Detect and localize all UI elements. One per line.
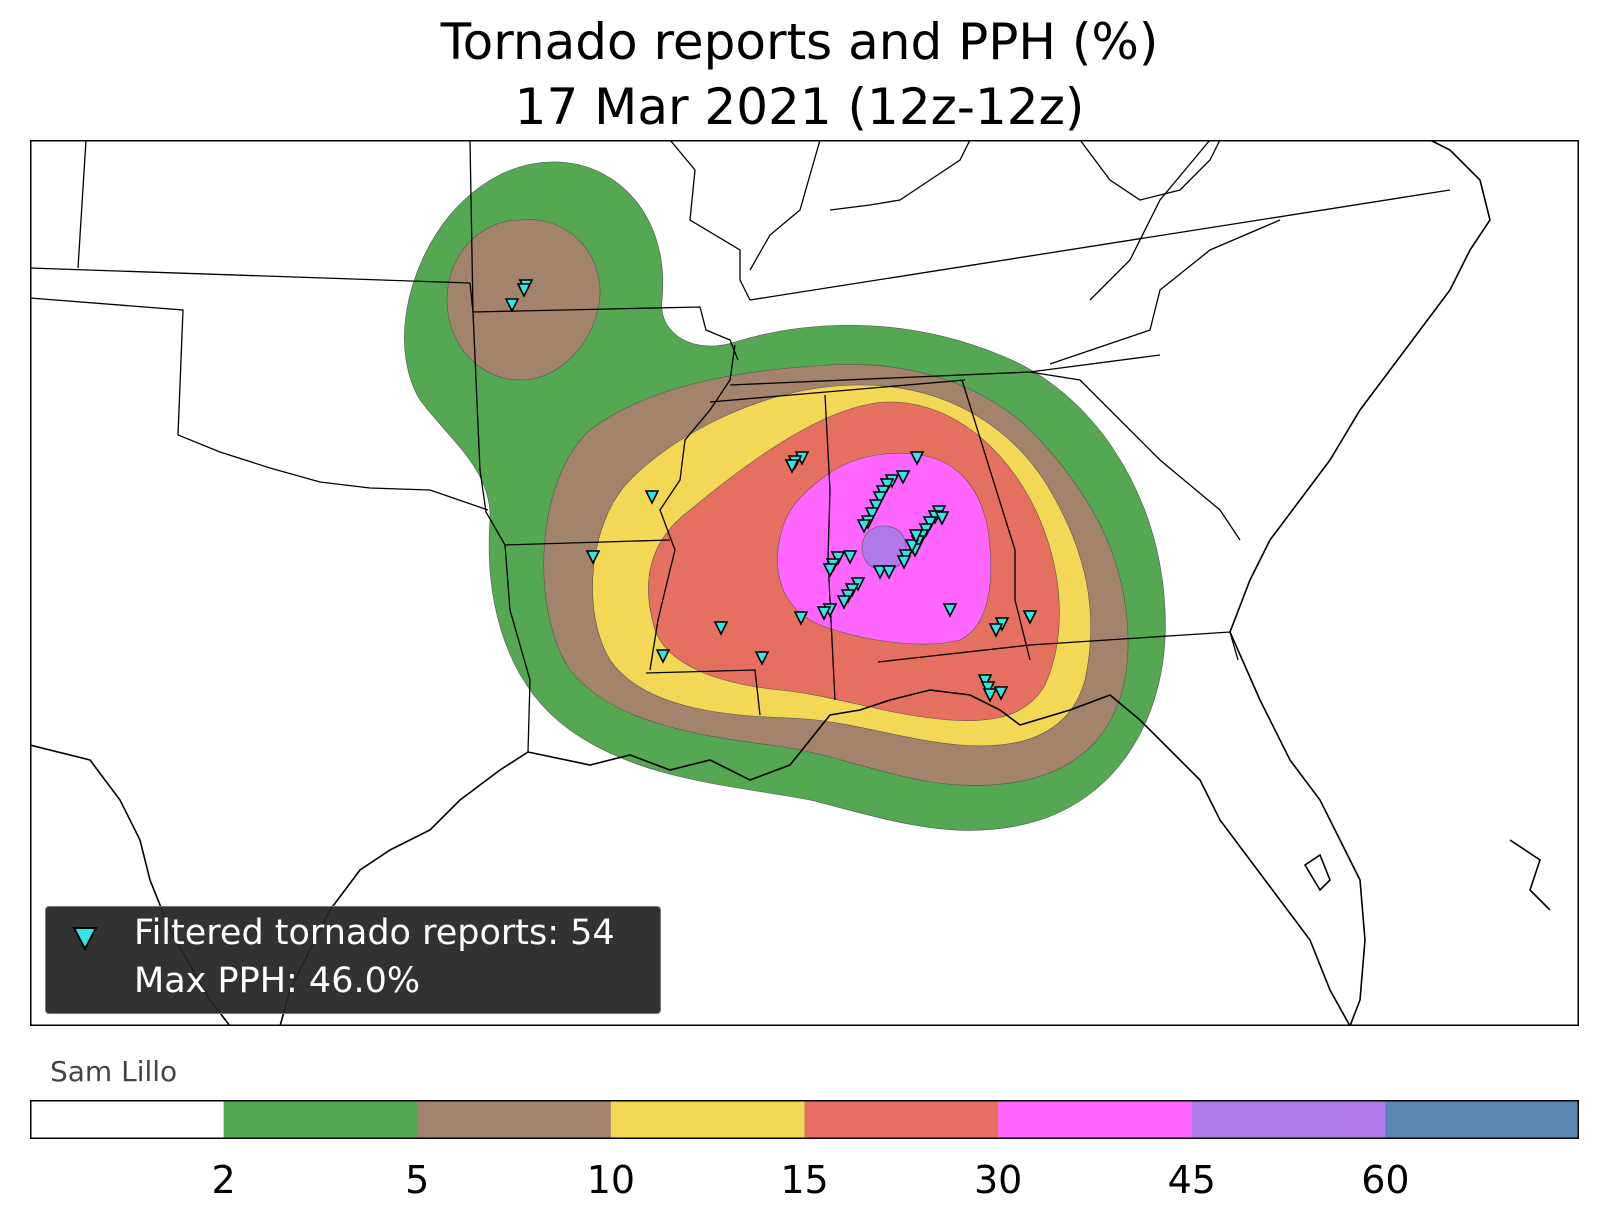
pph-contours — [404, 161, 1166, 831]
kansas-missouri — [77, 140, 87, 269]
colorbar-tick-label: 60 — [1361, 1158, 1410, 1202]
missouri-east-border — [469, 140, 474, 313]
contour-45-percent — [861, 525, 907, 571]
tornado-report-marker — [879, 478, 895, 493]
indiana-kentucky — [749, 140, 821, 271]
colorbar-tick-label: 30 — [973, 1158, 1023, 1202]
tornado-report-marker — [895, 470, 911, 485]
florida-coast — [1229, 631, 1366, 1026]
georgia-south-carolina — [1029, 371, 1241, 541]
oklahoma-east-border — [469, 282, 506, 546]
colorbar-tick-label: 15 — [780, 1158, 829, 1202]
chart-title: Tornado reports and PPH (%) — [440, 13, 1159, 71]
state-boundaries — [30, 140, 1451, 753]
tornado-report-marker — [830, 551, 846, 566]
colorbar-segment — [610, 1100, 805, 1139]
atlantic-coast — [1229, 140, 1491, 633]
colorbar-tick-label: 2 — [211, 1158, 236, 1202]
kansas-oklahoma-border — [30, 267, 471, 284]
tornado-report-marker — [942, 603, 958, 618]
tornado-report-marker — [504, 298, 520, 313]
tornado-report-marker — [516, 283, 532, 298]
tornado-marker-icon — [72, 927, 98, 951]
colorbar-segment — [998, 1100, 1193, 1139]
tornado-report-marker — [655, 649, 671, 664]
mississippi-river — [649, 344, 736, 671]
tornado-report-marker — [822, 563, 838, 578]
tornado-report-markers — [504, 279, 1038, 703]
colorbar-segment — [1385, 1100, 1579, 1139]
tornado-report-marker — [909, 451, 925, 466]
tornado-report-marker — [585, 550, 601, 565]
tornado-report-marker — [922, 516, 938, 531]
oklahoma-panhandle-border — [30, 297, 489, 511]
tornado-report-marker — [977, 674, 993, 689]
tornado-report-marker — [896, 555, 912, 570]
tornado-report-marker — [881, 565, 897, 580]
tornado-report-marker — [793, 611, 809, 626]
virginia-border — [1089, 140, 1211, 301]
tornado-report-marker — [993, 686, 1009, 701]
tornado-report-marker — [872, 565, 888, 580]
tornado-report-marker — [904, 539, 920, 554]
tornado-report-marker — [908, 529, 924, 544]
illinois-border — [669, 140, 751, 301]
colorbar-tick-label: 10 — [586, 1158, 636, 1202]
arkansas-louisiana-border — [504, 539, 671, 546]
legend-report-count: Filtered tornado reports: 54 — [134, 913, 615, 953]
louisiana-coast — [527, 689, 1351, 1026]
mississippi-alabama-border — [824, 394, 836, 701]
tornado-report-marker — [836, 595, 852, 610]
tornado-report-marker — [644, 490, 660, 505]
colorbar-tick-label: 45 — [1167, 1158, 1216, 1202]
author-credit: Sam Lillo — [50, 1055, 178, 1088]
chart-subtitle: 17 Mar 2021 (12z-12z) — [514, 78, 1085, 136]
colorbar-segment — [30, 1100, 225, 1139]
colorbar-border — [30, 1100, 1579, 1139]
tornado-report-marker — [856, 519, 872, 534]
colorbar-segment — [804, 1100, 999, 1139]
map-panel — [30, 140, 1579, 1026]
north-carolina — [1049, 219, 1281, 365]
tornado-report-marker — [980, 681, 996, 696]
florida-keys — [1509, 839, 1551, 911]
wv-kentucky — [829, 140, 971, 211]
tornado-report-marker — [864, 507, 880, 522]
tornado-report-marker — [934, 511, 950, 526]
tornado-report-marker — [982, 688, 998, 703]
lake-okeechobee — [1303, 853, 1331, 892]
contour-5-percent — [446, 219, 601, 381]
tornado-report-marker — [988, 623, 1004, 638]
tornado-report-marker — [872, 491, 888, 506]
colorbar-segment — [1191, 1100, 1386, 1139]
alabama-florida-border — [877, 631, 1239, 663]
pph-colorbar — [30, 1100, 1579, 1139]
legend-max-pph: Max PPH: 46.0% — [134, 961, 421, 1001]
tennessee-north-border — [749, 189, 1451, 301]
texas-louisiana-border — [504, 544, 531, 753]
colorbar-segment — [417, 1100, 612, 1139]
tornado-report-marker — [816, 606, 832, 621]
tornado-report-marker — [868, 499, 884, 514]
tornado-report-marker — [713, 621, 729, 636]
louisiana-mississippi-border — [645, 669, 761, 716]
missouri-south-border — [472, 306, 739, 361]
colorbar-segment — [223, 1100, 418, 1139]
tornado-report-marker — [784, 459, 800, 474]
tornado-report-marker — [1022, 610, 1038, 625]
map-legend: Filtered tornado reports: 54 Max PPH: 46… — [45, 906, 661, 1014]
alabama-georgia-border — [961, 379, 1031, 661]
colorbar-tick-label: 5 — [405, 1158, 430, 1202]
tornado-report-marker — [842, 550, 858, 565]
ohio-river — [1079, 140, 1221, 201]
map-border — [30, 140, 1579, 1026]
tornado-report-marker — [754, 651, 770, 666]
tennessee-south-border — [709, 379, 966, 403]
